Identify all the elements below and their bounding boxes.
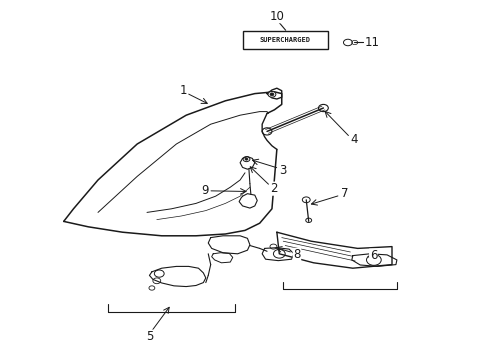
Circle shape <box>245 158 248 160</box>
Text: 9: 9 <box>201 184 209 197</box>
Text: 8: 8 <box>293 248 301 261</box>
Text: 5: 5 <box>146 330 153 343</box>
Circle shape <box>270 93 274 96</box>
Text: 6: 6 <box>369 249 377 262</box>
Circle shape <box>268 91 276 97</box>
Text: 7: 7 <box>341 187 349 200</box>
FancyBboxPatch shape <box>243 31 328 49</box>
Text: SUPERCHARGED: SUPERCHARGED <box>260 37 311 43</box>
Text: 4: 4 <box>350 133 358 146</box>
Text: 1: 1 <box>180 84 188 97</box>
Text: 10: 10 <box>270 10 284 23</box>
Text: 11: 11 <box>365 36 380 49</box>
Text: 3: 3 <box>279 164 287 177</box>
Text: 2: 2 <box>270 182 277 195</box>
